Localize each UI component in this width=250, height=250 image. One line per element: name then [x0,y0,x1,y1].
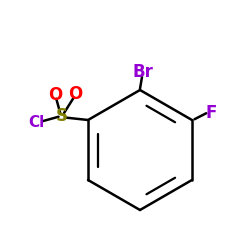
Text: S: S [56,107,68,125]
Text: F: F [205,104,216,122]
Text: Cl: Cl [29,115,45,130]
Text: O: O [48,86,63,104]
Text: O: O [68,85,83,103]
Text: Br: Br [132,63,153,81]
